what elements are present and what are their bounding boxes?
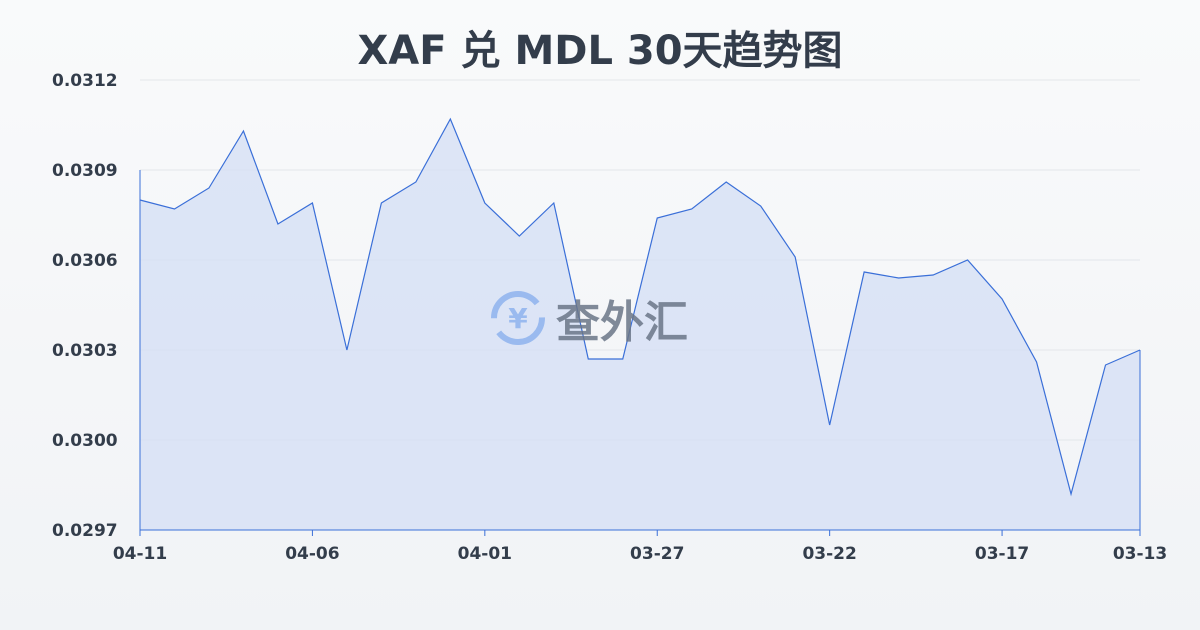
yen-exchange-icon: ¥ xyxy=(491,291,545,345)
svg-text:¥: ¥ xyxy=(508,302,528,335)
x-tick-label: 03-22 xyxy=(802,544,856,564)
y-tick-label: 0.0303 xyxy=(52,341,118,361)
watermark-text: 查外汇 xyxy=(556,297,688,348)
series-line xyxy=(139,117,1141,497)
x-tick-label: 03-13 xyxy=(1113,544,1167,564)
x-tick-label: 03-27 xyxy=(630,544,684,564)
y-tick-label: 0.0312 xyxy=(52,71,118,91)
y-tick-label: 0.0300 xyxy=(52,431,118,451)
area-fill xyxy=(140,119,1140,530)
y-tick-label: 0.0309 xyxy=(52,161,118,181)
y-tick-label: 0.0297 xyxy=(52,521,118,541)
x-tick-label: 03-17 xyxy=(975,544,1029,564)
watermark: ¥ 查外汇 xyxy=(488,286,688,350)
x-tick-label: 04-06 xyxy=(285,544,339,564)
chart-title: XAF 兑 MDL 30天趋势图 xyxy=(357,28,843,74)
y-tick-label: 0.0306 xyxy=(52,251,118,271)
x-tick-label: 04-01 xyxy=(458,544,512,564)
x-tick-label: 04-11 xyxy=(113,544,167,564)
